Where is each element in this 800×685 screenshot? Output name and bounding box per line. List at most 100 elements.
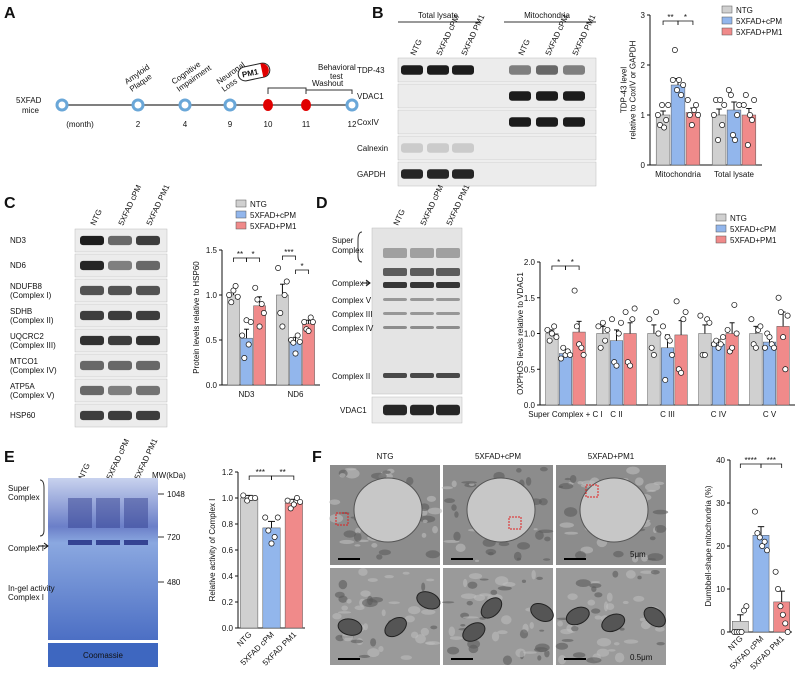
data-point — [682, 309, 689, 315]
data-point — [650, 352, 657, 358]
em-texture — [537, 655, 542, 661]
em-texture — [369, 596, 383, 603]
em-texture — [441, 486, 454, 490]
em-texture — [612, 570, 619, 578]
em-texture — [614, 652, 625, 663]
rotated-label: 5XFAD PM1 — [145, 183, 172, 227]
em-texture — [640, 570, 655, 574]
bar — [711, 343, 726, 406]
data-point — [292, 350, 299, 357]
em-texture — [639, 617, 646, 622]
em-texture — [500, 615, 512, 625]
label: 5XFAD cPM — [117, 183, 144, 227]
em-texture — [623, 639, 639, 644]
mitochondrion — [462, 622, 486, 642]
em-texture — [384, 575, 394, 579]
blot-band — [401, 65, 423, 75]
label: TDP-43 — [357, 66, 385, 75]
data-point — [744, 142, 751, 148]
gel-band — [383, 312, 407, 315]
label: 0.8 — [222, 520, 234, 529]
data-point — [296, 338, 303, 345]
label: (Complex I) — [10, 291, 52, 300]
blot-band — [401, 143, 423, 153]
em-texture — [634, 477, 644, 486]
data-point — [706, 319, 713, 326]
blot-band — [108, 385, 132, 396]
label: NDUFB8 — [10, 282, 43, 291]
rotated-label: NTG — [517, 38, 532, 57]
data-point — [665, 102, 672, 108]
blot-band — [563, 65, 585, 75]
em-texture — [422, 519, 428, 523]
significance-bracket — [677, 20, 694, 25]
em-texture — [517, 542, 531, 550]
em-texture — [466, 600, 473, 606]
em-texture — [451, 480, 457, 488]
gel-band — [383, 248, 407, 258]
blot-band — [108, 260, 132, 271]
em-texture — [633, 595, 645, 602]
em-texture — [580, 546, 594, 554]
data-point — [759, 543, 766, 549]
data-point — [294, 332, 301, 339]
data-point — [688, 122, 695, 128]
data-point — [279, 323, 286, 330]
label: mice — [22, 106, 39, 115]
em-texture — [535, 643, 550, 652]
em-texture — [420, 627, 429, 636]
em-texture — [404, 615, 415, 623]
label: 0 — [641, 161, 646, 170]
data-point — [615, 330, 622, 337]
label: Mitochondria — [524, 11, 570, 20]
bar — [284, 502, 303, 629]
blot-band — [136, 260, 160, 271]
em-texture — [535, 530, 544, 540]
data-point — [777, 309, 784, 315]
label: 5XFAD+PM1 — [250, 222, 297, 231]
label: Coomassie — [83, 651, 124, 660]
significance-bracket — [246, 257, 260, 262]
data-point — [256, 323, 263, 330]
data-point — [252, 284, 259, 291]
legend-swatch — [235, 221, 247, 230]
label: SDHB — [10, 307, 32, 316]
blot-band — [536, 91, 558, 101]
rotated-label: NTG — [89, 208, 104, 227]
legend-swatch — [715, 213, 727, 222]
data-point — [691, 107, 697, 113]
label: Complex — [8, 493, 40, 502]
em-texture — [350, 639, 364, 644]
label: C V — [763, 410, 777, 419]
label: 480 — [167, 578, 181, 587]
data-point — [727, 92, 734, 98]
label: C II — [610, 410, 622, 419]
blot-band — [452, 65, 474, 75]
blot-band — [136, 360, 160, 371]
em-texture — [557, 620, 563, 627]
label: 0 — [721, 628, 726, 637]
em-texture — [656, 642, 665, 646]
blot-band — [427, 169, 449, 179]
brace — [39, 479, 45, 537]
label: *** — [284, 248, 293, 257]
roi-box — [585, 484, 599, 498]
label: 2 — [641, 61, 646, 70]
label: Complex I — [8, 593, 44, 602]
blot-band — [80, 360, 104, 371]
data-point — [580, 352, 587, 358]
em-texture — [649, 536, 656, 541]
panel-label: A — [4, 5, 16, 22]
em-texture — [421, 532, 427, 538]
label: 5XFAD cPM — [105, 437, 132, 481]
em-texture — [432, 525, 438, 534]
em-texture — [382, 470, 391, 474]
gel-band — [96, 540, 120, 545]
blot-band — [509, 117, 531, 127]
significance-bracket — [282, 255, 296, 260]
em-texture — [460, 623, 466, 627]
mitochondrion — [337, 618, 363, 636]
em-texture — [448, 626, 456, 637]
em-texture — [378, 646, 384, 653]
